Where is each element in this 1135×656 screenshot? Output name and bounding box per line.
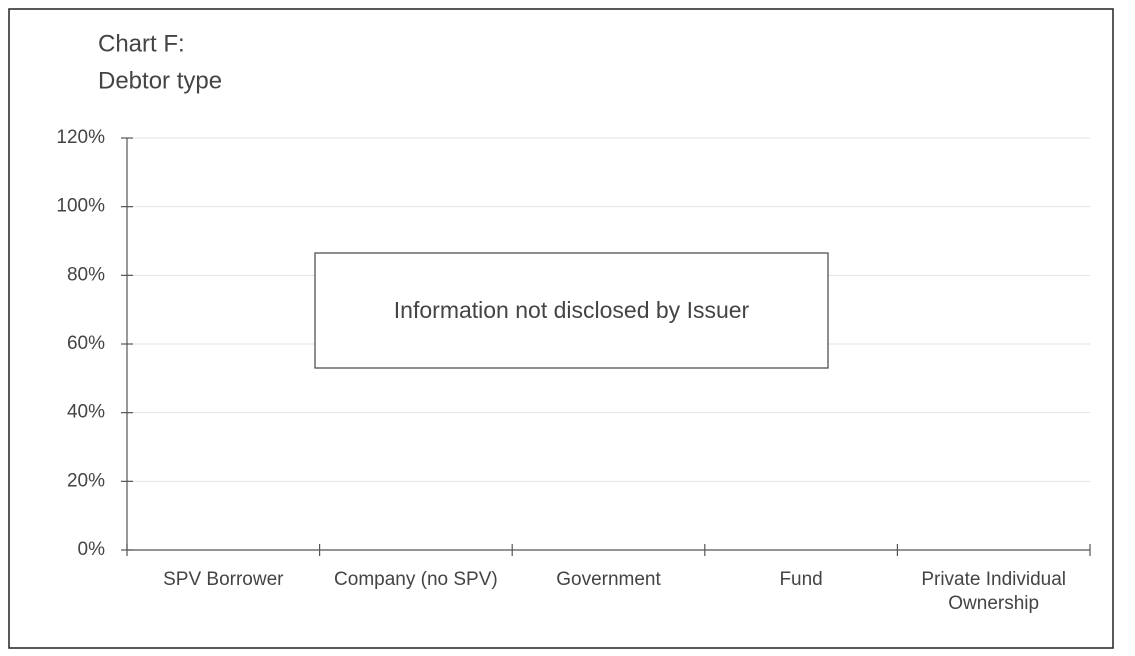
- x-tick-label: Private Individual Ownership: [921, 569, 1067, 614]
- y-tick-label: 100%: [56, 196, 105, 217]
- annotation-box: [314, 252, 829, 369]
- chart-title: Debtor type: [98, 67, 222, 94]
- x-tick-label: Fund: [779, 569, 823, 590]
- x-tick-label: SPV Borrower: [163, 569, 284, 590]
- chart-title: Chart F:: [98, 30, 185, 57]
- y-tick-label: 120%: [56, 127, 105, 148]
- y-tick-label: 80%: [67, 264, 105, 285]
- annotation: Information not disclosed by Issuer: [394, 297, 750, 323]
- y-tick-label: 0%: [78, 539, 106, 560]
- x-tick-label: Company (no SPV): [334, 569, 498, 590]
- y-tick-label: 40%: [67, 402, 105, 423]
- y-tick-label: 20%: [67, 470, 105, 491]
- chart-frame: [8, 8, 1114, 649]
- y-tick-label: 60%: [67, 333, 105, 354]
- x-tick-label: Government: [556, 569, 661, 590]
